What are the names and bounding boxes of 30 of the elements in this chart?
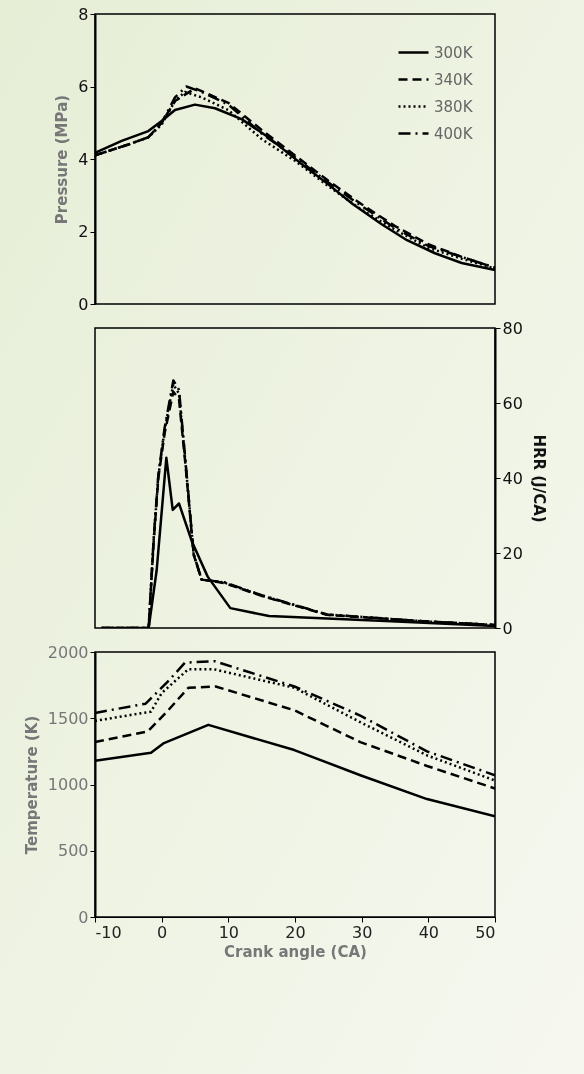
y-tick-label: 8 xyxy=(78,4,89,24)
y-tick-label: 500 xyxy=(57,841,89,861)
y2-tick-label: 40 xyxy=(502,468,523,488)
x-tick-label: 50 xyxy=(475,922,496,942)
y-tick-label: 0 xyxy=(78,294,89,314)
y-axis-title: Pressure (MPa) xyxy=(53,94,72,225)
y-tick-label: 2 xyxy=(78,222,89,241)
y-axis-title: Temperature (K) xyxy=(22,715,41,855)
x-tick-label: 0 xyxy=(157,922,168,942)
y2-axis-title: HRR (J/CA) xyxy=(529,434,548,523)
legend-label: 340K xyxy=(434,70,474,89)
legend-label: 400K xyxy=(434,124,474,143)
x-tick-label: 40 xyxy=(418,922,440,942)
x-tick-label: -10 xyxy=(95,922,122,942)
x-axis-title: Crank angle (CA) xyxy=(224,942,367,961)
legend-label: 380K xyxy=(434,97,474,116)
x-tick-label: 10 xyxy=(218,922,240,942)
y-tick-label: 4 xyxy=(78,149,89,169)
legend-label: 300K xyxy=(434,43,474,62)
y2-tick-label: 80 xyxy=(502,318,523,338)
y2-tick-label: 20 xyxy=(502,543,523,563)
y2-tick-label: 0 xyxy=(502,618,513,638)
y-tick-label: 2000 xyxy=(47,642,89,662)
y-tick-label: 0 xyxy=(78,907,89,927)
x-tick-label: 20 xyxy=(285,922,306,942)
x-tick-label: 30 xyxy=(351,922,373,942)
y-tick-label: 1000 xyxy=(47,775,89,794)
y-tick-label: 1500 xyxy=(47,708,89,728)
y-tick-label: 6 xyxy=(78,77,89,96)
y2-tick-label: 60 xyxy=(502,393,523,413)
